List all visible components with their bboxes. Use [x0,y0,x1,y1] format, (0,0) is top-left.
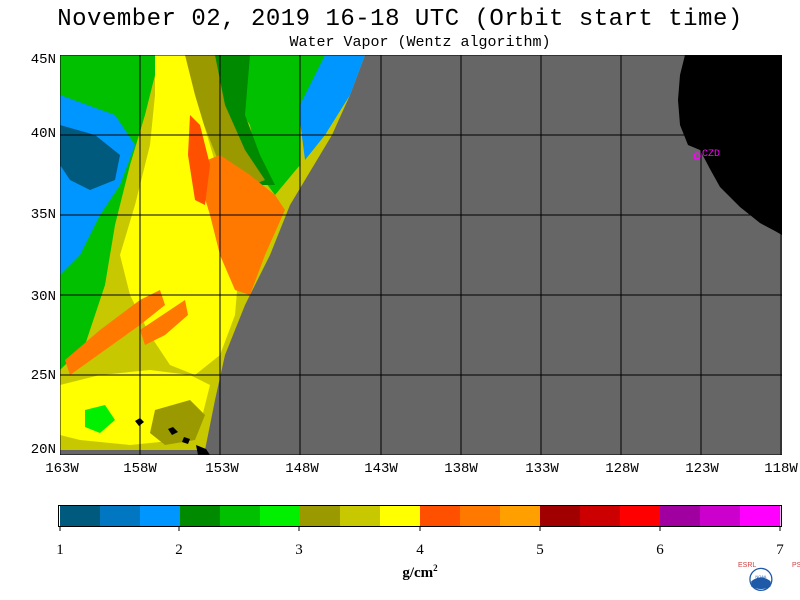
lat-label: 40N [30,126,56,142]
hawaii-island [182,437,190,444]
hawaii-island [196,445,210,455]
lon-label: 148W [285,461,319,477]
map-title: November 02, 2019 16-18 UTC (Orbit start… [57,6,743,33]
colorbar-cell [340,506,381,526]
colorbar-tick-label: 1 [56,542,64,558]
swath-olive-band [170,55,265,190]
swath-blue-band [298,55,365,160]
psd-logo-text: PSD [792,562,800,569]
lat-label: 30N [30,289,56,305]
colorbar-cell [140,506,181,526]
station-marker: CZD [693,149,720,160]
lon-label: 128W [605,461,639,477]
lon-label: 118W [764,461,798,477]
colorbar-cell [220,506,261,526]
lat-label: 45N [30,52,56,68]
colorbar-cell [460,506,501,526]
swath-southern-olive [150,400,205,445]
lat-label: 25N [30,368,56,384]
colorbar-tick-label: 7 [776,542,784,558]
swath-orange-core [195,155,285,295]
colorbar-tick-label: 3 [295,542,303,558]
swath-darkgreen-band [210,55,275,185]
colorbar-cell [260,506,301,526]
esrl-logo-text: ESRL [738,562,757,569]
colorbar-cell [660,506,701,526]
lon-label: 123W [685,461,719,477]
station-dot [693,152,701,160]
colorbar-ticks [59,526,781,531]
lat-label: 20N [30,442,56,458]
colorbar-cells [60,506,781,526]
lon-label: 133W [525,461,559,477]
colorbar-cell [420,506,461,526]
colorbar-cell [380,506,421,526]
lon-label: 158W [123,461,157,477]
swath-southern-green [85,405,115,433]
california-coast [678,55,782,235]
colorbar-cell [180,506,221,526]
swath-orange-streak-2 [140,300,188,345]
swath-orange-strand [188,115,210,205]
noaa-logo-label: NOAA [755,574,766,579]
colorbar-cell [700,506,741,526]
colorbar-tick-label: 4 [416,542,424,558]
lon-label: 143W [364,461,398,477]
station-label: CZD [702,149,720,160]
noaa-logo: NOAA [749,567,773,591]
swath-green-band [230,55,325,195]
colorbar-cell [300,506,341,526]
colorbar-cell [60,506,101,526]
west-darkblue-region [60,125,120,190]
colorbar-tick-label: 5 [536,542,544,558]
map-subtitle: Water Vapor (Wentz algorithm) [289,34,551,51]
colorbar-unit: g/cm2 [402,563,438,581]
colorbar-cell [740,506,781,526]
colorbar-cell [540,506,581,526]
colorbar-cell [620,506,661,526]
colorbar-tick-label: 6 [656,542,664,558]
lon-label: 163W [45,461,79,477]
land-mask [135,55,782,455]
colorbar-cell [500,506,541,526]
colorbar-cell [580,506,621,526]
water-vapor-map: CZD [60,55,782,455]
graticule [60,55,782,455]
colorbar [58,505,782,531]
hawaii-island [168,427,178,435]
colorbar-cell [100,506,141,526]
lon-label: 153W [205,461,239,477]
lon-label: 138W [444,461,478,477]
colorbar-tick-label: 2 [175,542,183,558]
lat-label: 35N [30,207,56,223]
